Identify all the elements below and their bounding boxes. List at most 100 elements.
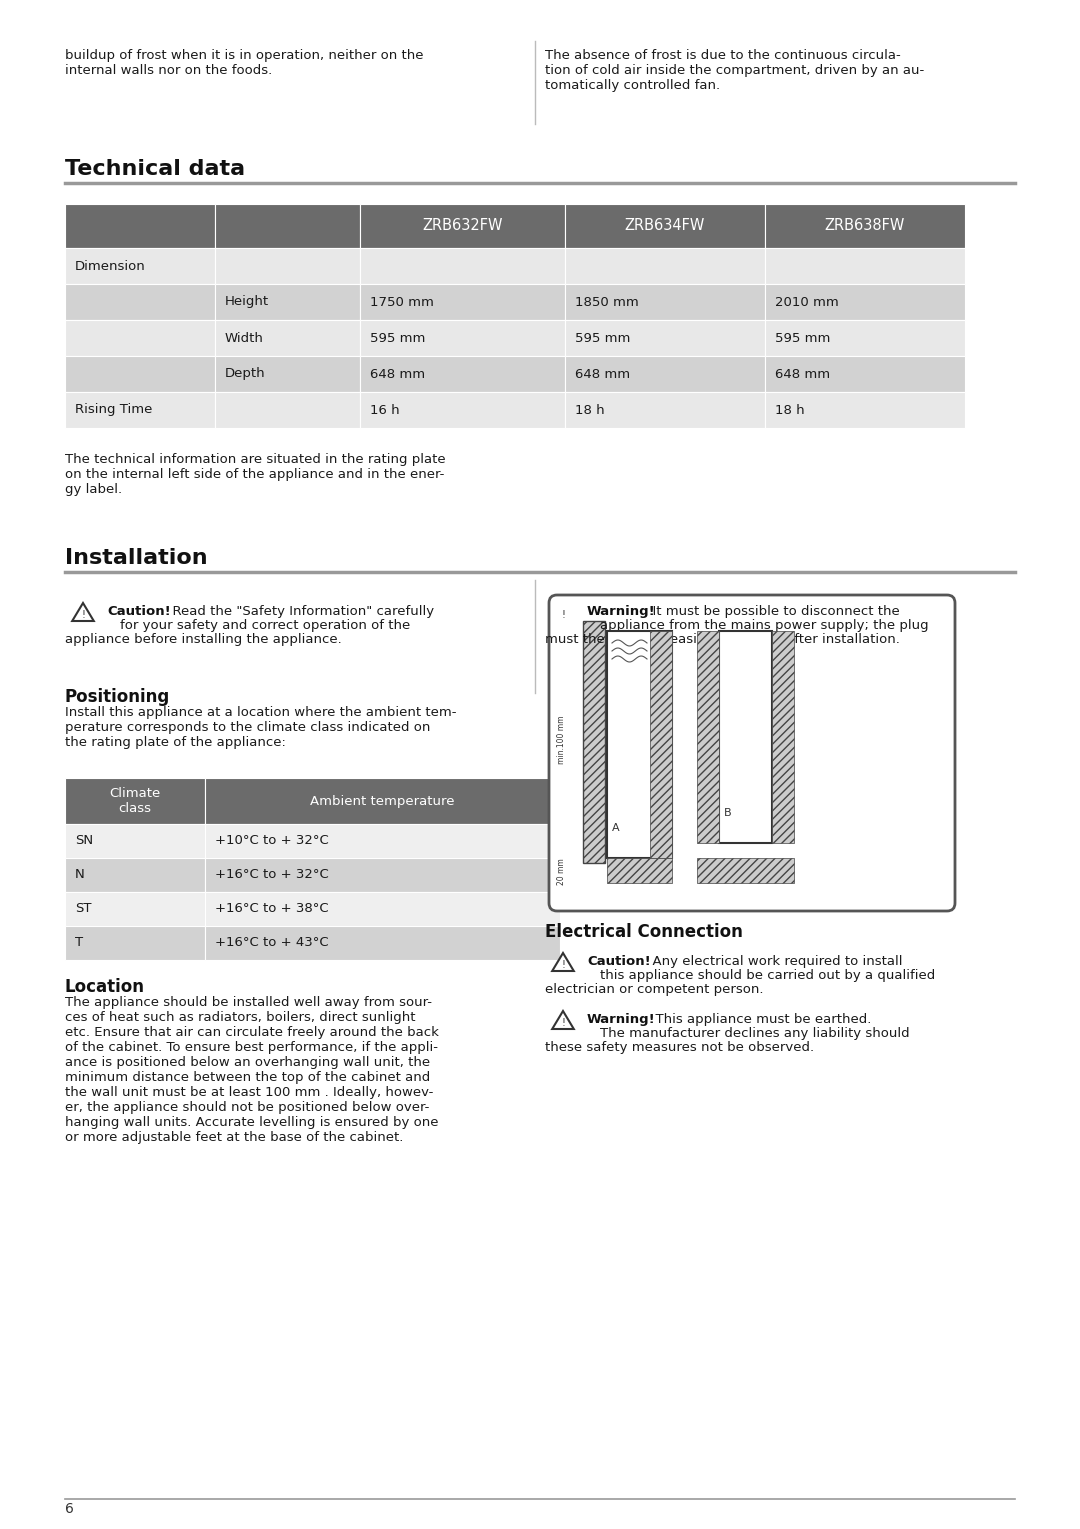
Text: electrician or competent person.: electrician or competent person. [545, 983, 764, 995]
Bar [215, 320, 360, 356]
Text: Warning!: Warning! [588, 1014, 656, 1026]
Text: 2010 mm: 2010 mm [775, 295, 839, 309]
Text: +16°C to + 38°C: +16°C to + 38°C [215, 902, 328, 916]
Bar [765, 248, 966, 284]
Text: Caution!: Caution! [588, 956, 651, 968]
Text: 20 mm: 20 mm [556, 859, 566, 885]
Text: 648 mm: 648 mm [370, 367, 426, 381]
Text: The manufacturer declines any liability should: The manufacturer declines any liability … [600, 1027, 909, 1040]
Bar [565, 203, 765, 248]
Bar [565, 356, 765, 391]
Text: Install this appliance at a location where the ambient tem-
perature corresponds: Install this appliance at a location whe… [65, 706, 457, 749]
Bar [65, 858, 205, 891]
Bar [65, 320, 215, 356]
Bar [360, 356, 565, 391]
Text: +16°C to + 32°C: +16°C to + 32°C [215, 868, 328, 882]
Text: 1850 mm: 1850 mm [575, 295, 638, 309]
Text: The appliance should be installed well away from sour-
ces of heat such as radia: The appliance should be installed well a… [65, 995, 438, 1144]
Text: ZRB632FW: ZRB632FW [422, 219, 503, 234]
Text: 648 mm: 648 mm [775, 367, 831, 381]
FancyBboxPatch shape [549, 595, 955, 911]
Bar [65, 927, 205, 960]
Text: Rising Time: Rising Time [75, 404, 152, 416]
Bar [360, 248, 565, 284]
Bar [565, 248, 765, 284]
Bar [772, 631, 794, 842]
Text: Technical data: Technical data [65, 159, 245, 179]
Bar [205, 891, 561, 927]
Text: The technical information are situated in the rating plate
on the internal left : The technical information are situated i… [65, 453, 446, 495]
Text: !: ! [81, 610, 85, 619]
Text: 18 h: 18 h [575, 404, 605, 416]
Bar [215, 284, 360, 320]
Bar [65, 248, 215, 284]
Text: appliance from the mains power supply; the plug: appliance from the mains power supply; t… [600, 619, 929, 631]
Text: The absence of frost is due to the continuous circula-
tion of cold air inside t: The absence of frost is due to the conti… [545, 49, 924, 92]
Text: ST: ST [75, 902, 92, 916]
Bar [65, 356, 215, 391]
Bar [65, 203, 215, 248]
Bar [215, 356, 360, 391]
Bar [205, 858, 561, 891]
Bar [65, 284, 215, 320]
Bar [205, 824, 561, 858]
Text: Climate
class: Climate class [109, 787, 161, 815]
Text: for your safety and correct operation of the: for your safety and correct operation of… [120, 619, 410, 631]
Bar [765, 391, 966, 428]
Bar [697, 631, 719, 842]
Bar [719, 631, 772, 842]
Bar [360, 320, 565, 356]
Text: It must be possible to disconnect the: It must be possible to disconnect the [644, 605, 900, 618]
Bar [650, 631, 672, 858]
Bar [360, 203, 565, 248]
Bar [215, 248, 360, 284]
Bar [205, 778, 561, 824]
Text: buildup of frost when it is in operation, neither on the
internal walls nor on t: buildup of frost when it is in operation… [65, 49, 423, 76]
Text: +16°C to + 43°C: +16°C to + 43°C [215, 936, 328, 950]
Bar [565, 391, 765, 428]
Bar [215, 391, 360, 428]
Bar [65, 391, 215, 428]
Text: N: N [75, 868, 84, 882]
Text: 6: 6 [65, 1501, 73, 1515]
Text: Installation: Installation [65, 547, 207, 567]
Text: 595 mm: 595 mm [775, 332, 831, 344]
Text: appliance before installing the appliance.: appliance before installing the applianc… [65, 633, 341, 645]
Text: Caution!: Caution! [107, 605, 171, 618]
Text: 16 h: 16 h [370, 404, 400, 416]
Bar [697, 858, 794, 884]
Text: Positioning: Positioning [65, 688, 171, 706]
Bar [65, 824, 205, 858]
Text: must therefore be easily accessible after installation.: must therefore be easily accessible afte… [545, 633, 900, 645]
Text: these safety measures not be observed.: these safety measures not be observed. [545, 1041, 814, 1053]
Text: 595 mm: 595 mm [575, 332, 631, 344]
Text: T: T [75, 936, 83, 950]
Text: SN: SN [75, 835, 93, 847]
Text: !: ! [562, 960, 565, 969]
Text: ZRB638FW: ZRB638FW [825, 219, 905, 234]
Text: Depth: Depth [225, 367, 266, 381]
Bar [583, 621, 605, 862]
Text: +10°C to + 32°C: +10°C to + 32°C [215, 835, 328, 847]
Bar [360, 391, 565, 428]
Text: B: B [724, 807, 731, 818]
Bar [205, 927, 561, 960]
Text: this appliance should be carried out by a qualified: this appliance should be carried out by … [600, 969, 935, 982]
Text: Location: Location [65, 979, 145, 995]
Bar [215, 203, 360, 248]
Text: Warning!: Warning! [588, 605, 656, 618]
Bar [65, 778, 205, 824]
Text: Electrical Connection: Electrical Connection [545, 924, 743, 940]
Text: ZRB634FW: ZRB634FW [625, 219, 705, 234]
Bar [65, 891, 205, 927]
Text: Width: Width [225, 332, 264, 344]
Text: Height: Height [225, 295, 269, 309]
Text: Read the "Safety Information" carefully: Read the "Safety Information" carefully [164, 605, 434, 618]
Text: Ambient temperature: Ambient temperature [310, 795, 455, 807]
Text: 648 mm: 648 mm [575, 367, 630, 381]
Bar [607, 631, 672, 858]
Bar [765, 284, 966, 320]
Text: 1750 mm: 1750 mm [370, 295, 434, 309]
Bar [765, 203, 966, 248]
Bar [765, 356, 966, 391]
